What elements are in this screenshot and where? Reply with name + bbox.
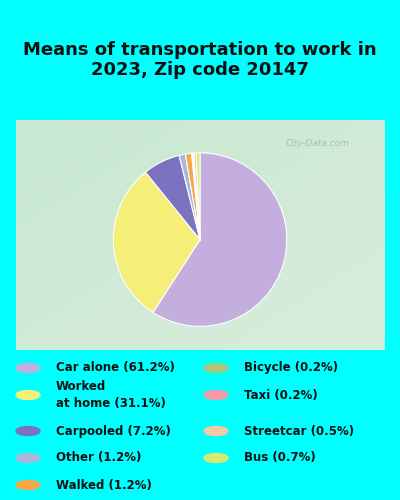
Wedge shape (193, 153, 200, 240)
Wedge shape (146, 156, 200, 240)
Circle shape (16, 426, 40, 436)
Text: Bus (0.7%): Bus (0.7%) (244, 452, 316, 464)
Circle shape (204, 390, 228, 400)
Circle shape (16, 454, 40, 462)
Wedge shape (113, 172, 201, 312)
Wedge shape (185, 154, 200, 240)
Circle shape (16, 480, 40, 490)
Text: Bicycle (0.2%): Bicycle (0.2%) (244, 362, 338, 374)
Circle shape (204, 426, 228, 436)
Text: Other (1.2%): Other (1.2%) (56, 452, 141, 464)
Text: Means of transportation to work in
2023, Zip code 20147: Means of transportation to work in 2023,… (23, 40, 377, 80)
Text: Car alone (61.2%): Car alone (61.2%) (56, 362, 175, 374)
Text: Taxi (0.2%): Taxi (0.2%) (244, 388, 318, 402)
Wedge shape (153, 153, 287, 326)
Circle shape (204, 454, 228, 462)
Text: Worked
at home (31.1%): Worked at home (31.1%) (56, 380, 166, 410)
Text: Streetcar (0.5%): Streetcar (0.5%) (244, 424, 354, 438)
Text: Carpooled (7.2%): Carpooled (7.2%) (56, 424, 171, 438)
Text: Walked (1.2%): Walked (1.2%) (56, 478, 152, 492)
Wedge shape (194, 153, 200, 240)
Circle shape (16, 390, 40, 400)
Circle shape (204, 364, 228, 372)
Wedge shape (196, 153, 200, 240)
Circle shape (16, 364, 40, 372)
Wedge shape (192, 153, 200, 240)
Text: City-Data.com: City-Data.com (286, 138, 350, 147)
Wedge shape (179, 154, 200, 240)
